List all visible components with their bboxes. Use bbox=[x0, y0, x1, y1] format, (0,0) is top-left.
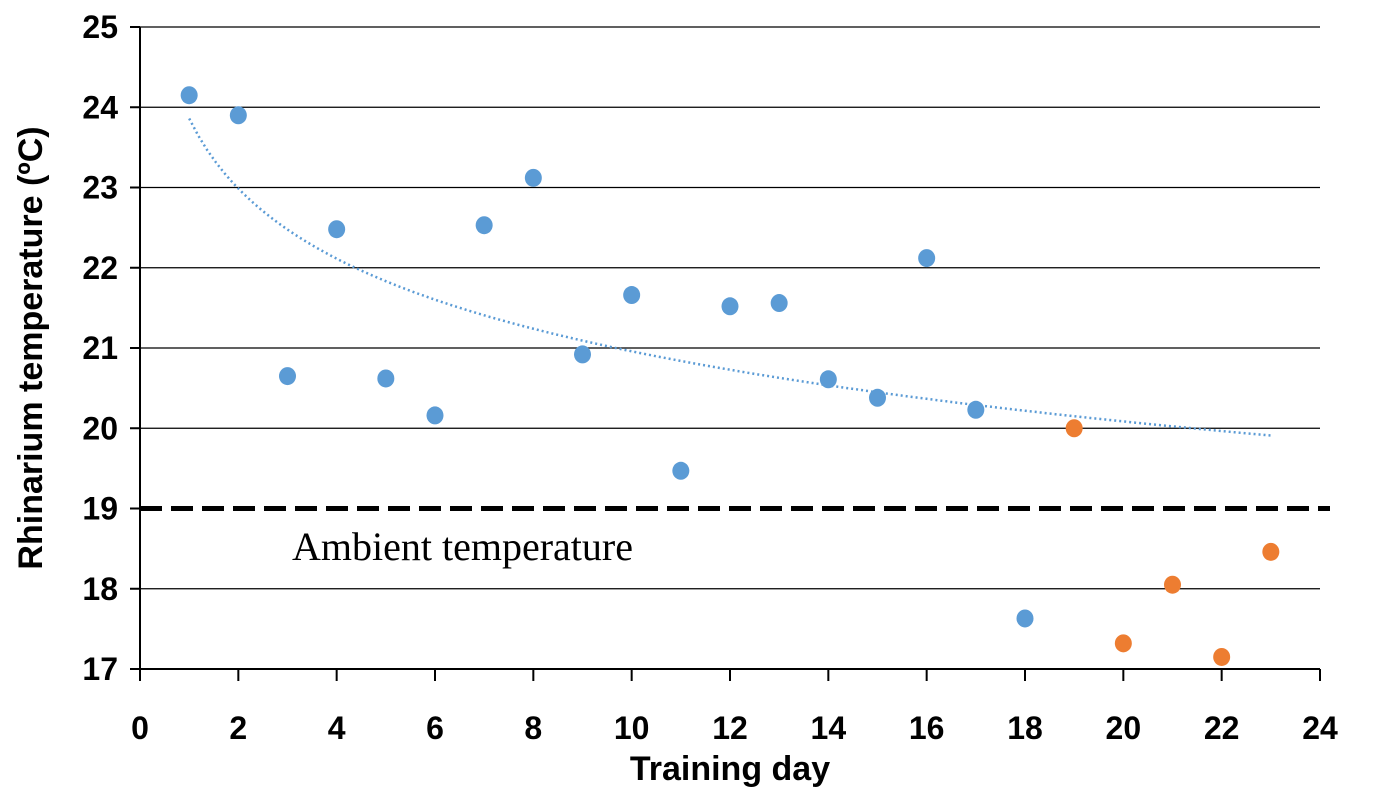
y-tick-label-17: 17 bbox=[82, 651, 118, 687]
data-point-day-23 bbox=[1262, 542, 1280, 561]
data-point-day-4 bbox=[328, 220, 346, 239]
y-tick-label-23: 23 bbox=[82, 170, 118, 206]
y-tick-label-21: 21 bbox=[82, 330, 118, 366]
data-point-day-21 bbox=[1164, 575, 1181, 594]
data-point-day-7 bbox=[475, 216, 493, 235]
data-point-day-20 bbox=[1114, 634, 1132, 653]
x-tick-label-0: 0 bbox=[131, 710, 149, 746]
x-tick-label-2: 2 bbox=[229, 710, 247, 746]
data-point-day-22 bbox=[1213, 647, 1231, 666]
y-tick-label-19: 19 bbox=[82, 491, 118, 527]
data-point-day-13 bbox=[770, 294, 788, 313]
data-point-day-10 bbox=[623, 286, 641, 305]
data-point-day-2 bbox=[229, 106, 247, 125]
y-tick-label-20: 20 bbox=[82, 410, 118, 446]
data-point-day-8 bbox=[524, 168, 542, 187]
x-tick-label-20: 20 bbox=[1106, 710, 1142, 746]
ambient-temperature-label: Ambient temperature bbox=[292, 524, 633, 569]
x-tick-label-24: 24 bbox=[1302, 710, 1338, 746]
data-point-day-6 bbox=[426, 406, 444, 425]
y-tick-labels: 17 18 19 20 21 22 23 24 25 bbox=[82, 9, 118, 687]
data-point-day-11 bbox=[672, 461, 690, 480]
data-point-day-18 bbox=[1016, 609, 1034, 628]
trendline-group bbox=[188, 117, 1271, 437]
y-tick-label-25: 25 bbox=[82, 9, 118, 45]
trendline bbox=[188, 117, 1271, 437]
x-tick-label-16: 16 bbox=[909, 710, 945, 746]
x-tick-label-8: 8 bbox=[524, 710, 542, 746]
data-point-day-12 bbox=[721, 297, 739, 316]
x-tick-label-6: 6 bbox=[426, 710, 444, 746]
data-point-day-5 bbox=[377, 369, 395, 388]
x-tick-label-10: 10 bbox=[614, 710, 650, 746]
y-tick-label-22: 22 bbox=[82, 250, 118, 286]
data-point-day-17 bbox=[967, 400, 985, 419]
axes bbox=[130, 26, 1321, 681]
data-point-day-16 bbox=[918, 249, 936, 268]
data-point-day-19 bbox=[1065, 419, 1083, 438]
x-tick-label-12: 12 bbox=[712, 710, 748, 746]
data-point-day-9 bbox=[574, 345, 591, 364]
x-tick-label-4: 4 bbox=[328, 710, 346, 746]
x-tick-label-14: 14 bbox=[811, 710, 847, 746]
x-tick-label-22: 22 bbox=[1204, 710, 1240, 746]
data-point-day-3 bbox=[279, 367, 296, 386]
y-tick-label-18: 18 bbox=[82, 571, 118, 607]
data-point-day-14 bbox=[819, 370, 837, 389]
data-point-day-15 bbox=[869, 388, 886, 407]
y-tick-label-24: 24 bbox=[82, 89, 118, 125]
data-point-day-1 bbox=[180, 86, 198, 105]
grid-lines bbox=[140, 26, 1320, 590]
x-tick-labels: 0 2 4 6 8 10 12 14 16 18 20 22 24 bbox=[131, 710, 1338, 746]
data-points bbox=[180, 86, 1280, 666]
y-axis-title: Rhinarium temperature (ºC) bbox=[12, 126, 50, 569]
x-axis-title: Training day bbox=[630, 750, 830, 788]
x-tick-label-18: 18 bbox=[1007, 710, 1043, 746]
